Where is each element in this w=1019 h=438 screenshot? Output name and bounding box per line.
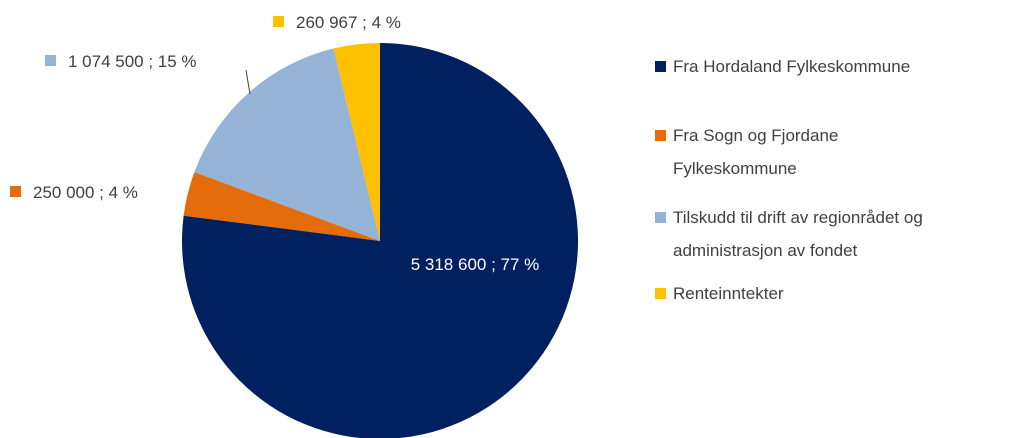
pie-slice — [183, 172, 380, 241]
legend-key — [655, 130, 666, 141]
data-label: 5 318 600 ; 77 % — [410, 255, 540, 274]
pie-slice — [182, 43, 578, 438]
legend-item: Tilskudd til drift av regionrådet og adm… — [655, 201, 1019, 267]
label-key — [273, 16, 284, 27]
legend-item: Fra Hordaland Fylkeskommune — [655, 50, 1019, 83]
label-key — [45, 55, 56, 66]
legend-key — [655, 61, 666, 72]
legend-text: Fra Sogn og Fjordane Fylkeskommune — [673, 126, 839, 178]
data-label-text: 260 967 ; 4 % — [296, 13, 401, 32]
pie-slice — [333, 43, 380, 241]
legend-text: Renteinntekter — [673, 284, 784, 303]
legend-text: Fra Hordaland Fylkeskommune — [673, 57, 911, 76]
legend-key — [655, 212, 666, 223]
legend-item: Renteinntekter — [655, 277, 1019, 310]
data-label: 250 000 ; 4 % — [10, 181, 138, 205]
pie-slice — [194, 48, 380, 241]
data-label: 260 967 ; 4 % — [273, 11, 401, 35]
data-label: 1 074 500 ; 15 % — [45, 50, 197, 74]
leader-line — [245, 69, 251, 95]
legend-item: Fra Sogn og Fjordane Fylkeskommune — [655, 119, 883, 185]
data-label-text: 250 000 ; 4 % — [33, 183, 138, 202]
data-label-text: 1 074 500 ; 15 % — [68, 52, 197, 71]
legend-text: Tilskudd til drift av regionrådet og adm… — [673, 208, 923, 260]
legend-key — [655, 288, 666, 299]
label-key — [10, 186, 21, 197]
